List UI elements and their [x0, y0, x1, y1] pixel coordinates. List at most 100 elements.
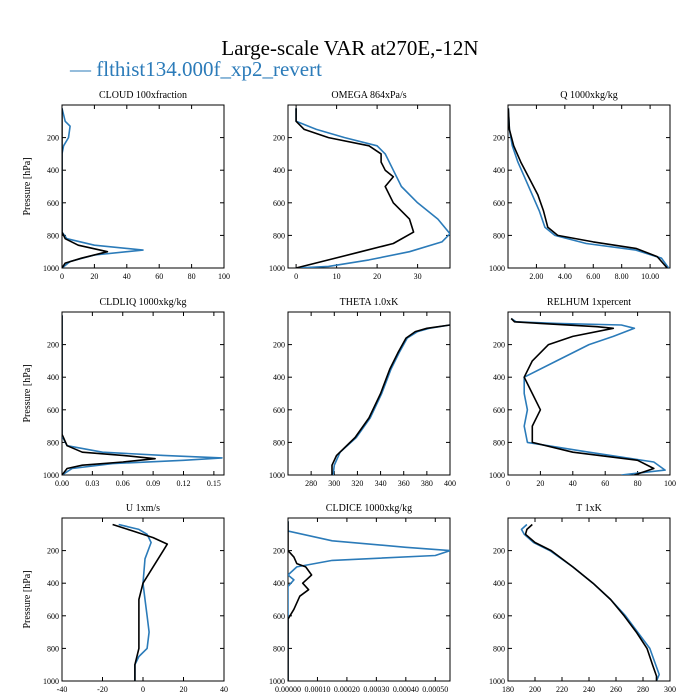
x-tick-label: 260	[610, 685, 622, 694]
y-tick-label: 1000	[43, 677, 59, 686]
x-tick-label: 200	[529, 685, 541, 694]
y-tick-label: 400	[47, 579, 59, 588]
x-tick-label: 100	[218, 272, 230, 281]
x-tick-label: 10	[333, 272, 341, 281]
y-tick-label: 800	[273, 438, 285, 447]
plot-frame	[61, 311, 225, 476]
y-tick-label: 800	[273, 644, 285, 653]
x-tick-label: 0.00000	[275, 685, 301, 694]
x-tick-label: 0.15	[207, 479, 221, 488]
x-tick-label: 4.00	[558, 272, 572, 281]
y-tick-label: 1000	[489, 264, 505, 273]
control-series-line	[331, 324, 450, 475]
experiment-series-line	[332, 324, 450, 475]
y-tick-label: 1000	[489, 471, 505, 480]
x-tick-label: 0.00040	[393, 685, 419, 694]
y-tick-label: 600	[273, 612, 285, 621]
x-tick-label: 60	[155, 272, 163, 281]
control-series-line	[62, 315, 156, 475]
x-tick-label: 40	[123, 272, 131, 281]
panel-title: Q 1000xkg/kg	[560, 90, 618, 101]
y-tick-label: 200	[47, 341, 59, 350]
chart-panel-8: CLDICE 1000xkg/kg 200 400 600 800 10000.00000…	[269, 503, 451, 694]
experiment-series-line	[118, 523, 152, 681]
x-tick-label: 0.00020	[334, 685, 360, 694]
y-tick-label: 400	[273, 373, 285, 382]
y-tick-label: 200	[47, 134, 59, 143]
y-tick-label: 600	[47, 199, 59, 208]
y-tick-label: 600	[493, 199, 505, 208]
y-tick-label: 800	[47, 231, 59, 240]
figure-title: Large-scale VAR at270E,-12N	[221, 36, 479, 60]
x-tick-label: 320	[351, 479, 363, 488]
x-tick-label: 20	[90, 272, 98, 281]
x-tick-label: 0.06	[116, 479, 130, 488]
y-tick-label: 1000	[43, 471, 59, 480]
x-tick-label: -20	[97, 685, 108, 694]
y-tick-label: 1000	[269, 677, 285, 686]
x-tick-label: 0.00050	[422, 685, 448, 694]
y-tick-label: 600	[273, 199, 285, 208]
control-series-line	[524, 523, 658, 681]
experiment-series-line	[520, 523, 660, 681]
x-tick-label: 0	[506, 479, 510, 488]
y-tick-label: 400	[273, 579, 285, 588]
panel-title: U 1xm/s	[126, 503, 160, 514]
x-tick-label: 180	[502, 685, 514, 694]
y-axis-label: Pressure [hPa]	[22, 570, 33, 628]
x-tick-label: 0.12	[177, 479, 191, 488]
x-tick-label: 20	[373, 272, 381, 281]
x-tick-label: 360	[398, 479, 410, 488]
chart-panel-5: THETA 1.0xK 200 400 600 800 1000 280 300 320 340 3…	[269, 297, 456, 488]
legend-entry: — flthist134.000f_xp2_revert	[70, 57, 322, 81]
y-tick-label: 400	[273, 166, 285, 175]
y-tick-label: 1000	[43, 264, 59, 273]
chart-panel-3: Q 1000xkg/kg 200 400 600 800 1000 2.00 4.00 6.00…	[489, 90, 671, 281]
x-tick-label: 240	[583, 685, 595, 694]
plot-frame	[287, 104, 451, 269]
x-tick-label: 300	[328, 479, 340, 488]
y-tick-label: 600	[493, 406, 505, 415]
y-tick-label: 600	[493, 612, 505, 621]
y-tick-label: 200	[493, 134, 505, 143]
y-tick-label: 1000	[269, 264, 285, 273]
y-tick-label: 600	[273, 406, 285, 415]
control-series-line	[288, 521, 313, 681]
x-tick-label: 280	[637, 685, 649, 694]
y-tick-label: 1000	[269, 471, 285, 480]
x-tick-label: 2.00	[529, 272, 543, 281]
x-tick-label: 0	[60, 272, 64, 281]
experiment-series-line	[508, 108, 670, 268]
x-tick-label: 0.09	[146, 479, 160, 488]
control-series-line	[295, 108, 415, 268]
y-tick-label: 800	[493, 644, 505, 653]
x-tick-label: 20	[536, 479, 544, 488]
y-tick-label: 800	[273, 231, 285, 240]
x-tick-label: 340	[375, 479, 387, 488]
x-tick-label: 60	[601, 479, 609, 488]
y-tick-label: 200	[273, 341, 285, 350]
y-tick-label: 200	[273, 547, 285, 556]
y-tick-label: 200	[493, 341, 505, 350]
y-tick-label: 400	[47, 166, 59, 175]
y-tick-label: 800	[47, 644, 59, 653]
y-tick-label: 400	[493, 373, 505, 382]
plot-frame	[61, 517, 225, 682]
y-tick-label: 200	[47, 547, 59, 556]
y-tick-label: 600	[47, 406, 59, 415]
x-tick-label: 30	[414, 272, 422, 281]
control-series-line	[112, 523, 169, 681]
y-axis-label: Pressure [hPa]	[22, 157, 33, 215]
chart-panel-2: OMEGA 864xPa/s 200 400 600 800 1000 0 10 20 30	[269, 90, 451, 281]
experiment-series-line	[288, 521, 450, 681]
y-tick-label: 800	[493, 438, 505, 447]
panel-title: CLDICE 1000xkg/kg	[326, 503, 412, 514]
x-tick-label: 300	[664, 685, 676, 694]
x-tick-label: -40	[57, 685, 68, 694]
chart-panel-4: CLDLIQ 1000xkg/kg Pressure [hPa] 200 400 600…	[22, 297, 225, 488]
y-tick-label: 200	[493, 547, 505, 556]
